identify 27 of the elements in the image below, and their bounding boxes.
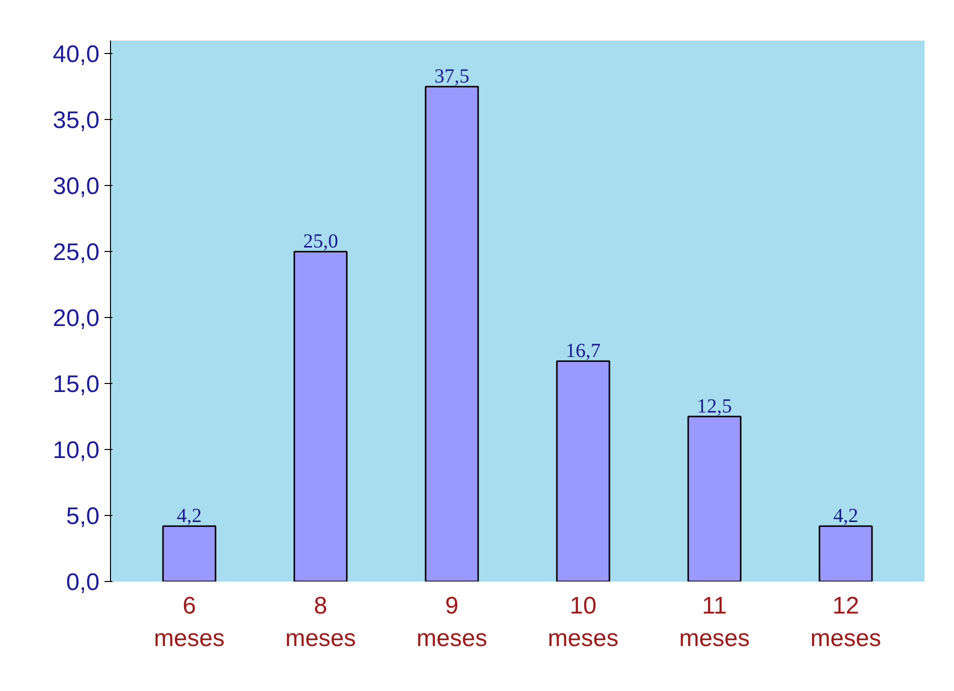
bar — [687, 416, 742, 582]
data-label: 25,0 — [303, 230, 338, 253]
y-tick-label: 10,0 — [52, 437, 100, 464]
x-tick-label: 12 meses — [810, 592, 882, 652]
data-label: 16,7 — [566, 340, 601, 362]
y-tick-label: 25,0 — [52, 239, 100, 266]
y-tick-label: 0,0 — [66, 569, 100, 596]
data-label: 4,2 — [176, 505, 202, 528]
y-tick-label: 15,0 — [52, 371, 100, 398]
x-tick-label: 9 meses — [416, 592, 488, 652]
y-tick-label: 20,0 — [52, 305, 100, 332]
x-tick-label: 8 meses — [285, 592, 356, 652]
y-tick-label: 40,0 — [52, 41, 100, 68]
y-tick-label: 5,0 — [66, 503, 100, 530]
y-tick-label: 35,0 — [52, 107, 100, 134]
x-tick-label: 6 meses — [154, 592, 225, 652]
data-label: 37,5 — [434, 66, 470, 88]
y-tick-label: 30,0 — [52, 173, 100, 200]
data-label: 12,5 — [696, 396, 732, 418]
x-tick-label: 10 meses — [548, 592, 618, 652]
data-label: 4,2 — [833, 505, 858, 528]
bar — [556, 360, 610, 582]
bar — [818, 525, 873, 582]
bar — [294, 250, 348, 582]
x-tick-label: 11 meses — [679, 592, 750, 652]
bar — [424, 86, 479, 582]
bar — [162, 525, 216, 582]
